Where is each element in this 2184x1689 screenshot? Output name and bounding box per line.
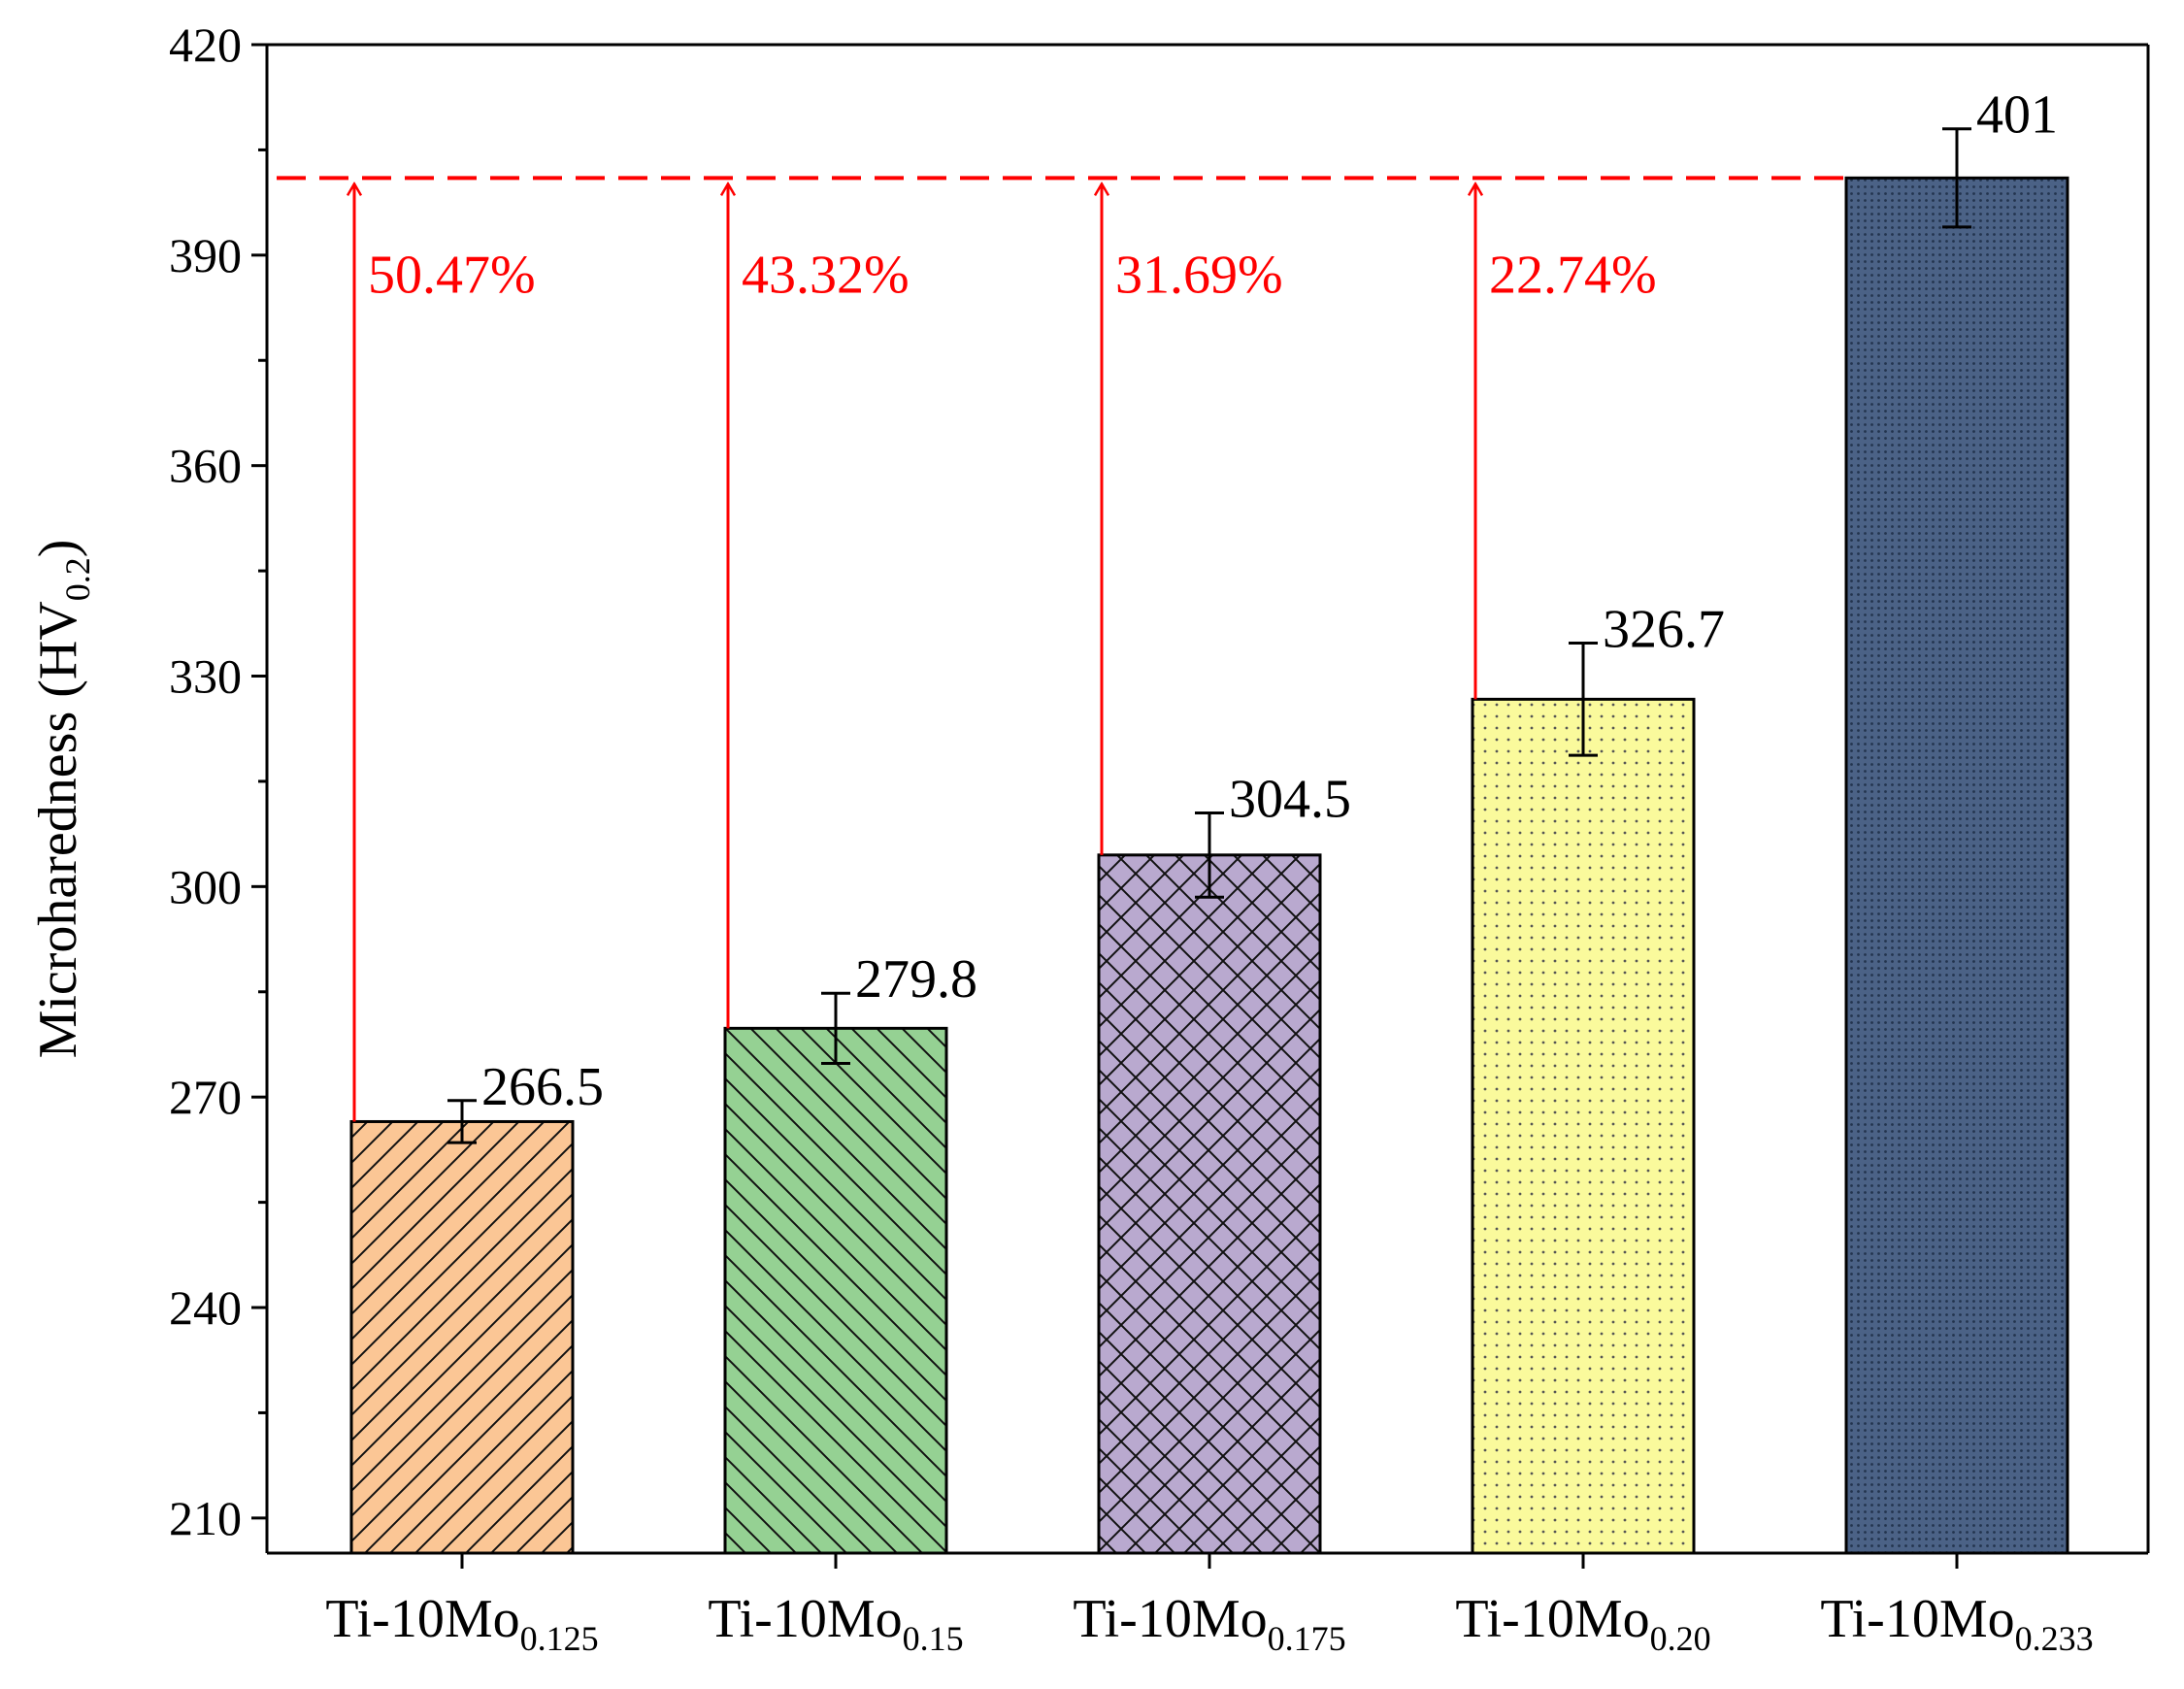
- y-axis-title: Microharedness (HV0.2): [28, 540, 97, 1059]
- increase-label: 31.69%: [1115, 245, 1283, 305]
- y-tick-label: 240: [169, 1280, 242, 1335]
- bar: [1097, 853, 1322, 1555]
- y-tick-label: 270: [169, 1070, 242, 1124]
- increase-label: 43.32%: [742, 245, 910, 305]
- y-tick-label: 330: [169, 649, 242, 704]
- value-label: 279.8: [855, 949, 977, 1010]
- x-tick-label: Ti-10Mo0.15: [708, 1589, 963, 1658]
- y-tick-label: 210: [169, 1491, 242, 1545]
- bar: [1471, 697, 1696, 1555]
- value-label: 326.7: [1603, 600, 1725, 660]
- bar: [723, 1026, 948, 1555]
- y-tick-label: 360: [169, 439, 242, 493]
- x-tick-label: Ti-10Mo0.20: [1455, 1589, 1710, 1658]
- value-label: 401: [1976, 85, 2058, 146]
- y-tick-label: 390: [169, 228, 242, 282]
- value-label: 266.5: [481, 1057, 604, 1117]
- plot-area: 210 240 270 300 330 360 390 420 Microharedness (…: [28, 17, 2150, 1658]
- increase-label: 22.74%: [1489, 245, 1657, 305]
- bar: [349, 1119, 575, 1555]
- x-tick-label: Ti-10Mo0.125: [325, 1589, 598, 1658]
- y-tick-label: 420: [169, 17, 242, 72]
- x-tick-label: Ti-10Mo0.233: [1820, 1589, 2093, 1658]
- y-tick-label: 300: [169, 859, 242, 913]
- value-label: 304.5: [1229, 769, 1351, 829]
- increase-label: 50.47%: [368, 245, 536, 305]
- bar: [1844, 176, 2069, 1555]
- x-tick-label: Ti-10Mo0.175: [1073, 1589, 1345, 1658]
